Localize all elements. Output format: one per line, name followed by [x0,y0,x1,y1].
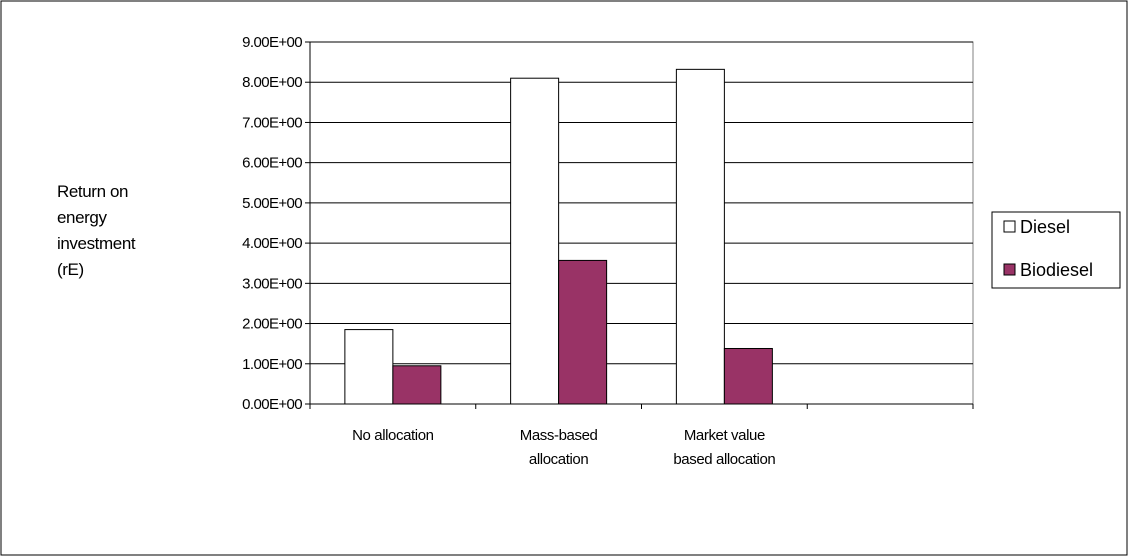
y-tick-label: 8.00E+00 [242,74,302,91]
y-tick-label: 1.00E+00 [242,356,302,373]
x-tick-labels: No allocation Mass-based allocation Market … [352,427,776,468]
x-tick-label: allocation [529,451,588,468]
y-tick-labels: 0.00E+00 1.00E+00 2.00E+00 3.00E+00 4.00E+00… [242,34,303,413]
bar-biodiesel-1 [558,259,608,405]
x-tick-label: based allocation [673,451,775,468]
y-axis-label-line: (rE) [57,260,84,279]
bars [344,68,773,405]
y-tick-label: 5.00E+00 [242,195,302,212]
x-tick-label: Mass-based [520,427,598,444]
bar-diesel-2 [675,68,725,405]
bar-diesel-1 [510,77,560,405]
y-axis-label: Return on energy investment (rE) [57,182,136,279]
plot-area [309,41,974,405]
y-tick-label: 4.00E+00 [242,235,302,252]
bar-biodiesel-0 [392,365,442,405]
axes [305,41,974,409]
legend: Diesel Biodiesel [991,211,1121,289]
legend-label-diesel: Diesel [1020,217,1070,237]
y-axis-label-line: Return on [57,182,128,201]
legend-label-biodiesel: Biodiesel [1020,260,1093,280]
bar-biodiesel-2 [723,347,773,405]
y-tick-label: 3.00E+00 [242,275,302,292]
x-tick-label: Market value [684,427,765,444]
y-tick-label: 0.00E+00 [242,396,302,413]
y-axis-label-line: energy [57,208,107,227]
y-tick-label: 2.00E+00 [242,316,302,333]
bar-diesel-0 [344,329,394,405]
y-tick-label: 6.00E+00 [242,155,302,172]
x-tick-label: No allocation [352,427,434,444]
legend-swatch-diesel [1003,220,1016,233]
gridlines [310,41,973,365]
y-tick-label: 9.00E+00 [242,34,302,51]
y-axis-label-line: investment [57,234,136,253]
y-tick-label: 7.00E+00 [242,114,302,131]
legend-swatch-biodiesel [1003,263,1016,276]
